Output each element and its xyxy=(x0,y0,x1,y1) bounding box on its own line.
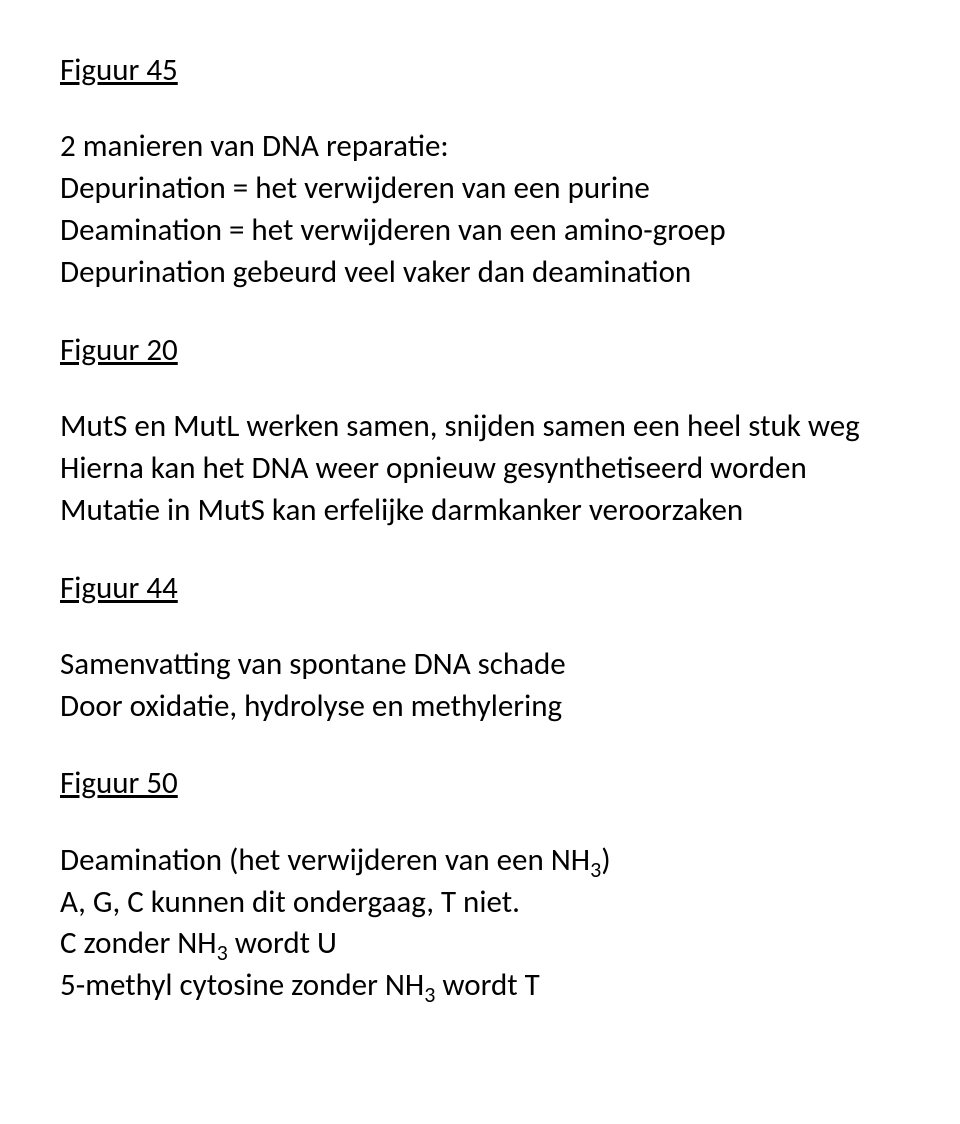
subscript: 3 xyxy=(217,940,228,967)
text-line: Deamination (het verwijderen van een NH3… xyxy=(60,841,611,879)
text-line: MutS en MutL werken samen, snijden samen… xyxy=(60,407,860,445)
text-line: Depurination = het verwijderen van een p… xyxy=(60,169,650,207)
text-run: A, G, C kunnen dit ondergaag, T niet. xyxy=(60,883,520,921)
text-line: Samenvatting van spontane DNA schade xyxy=(60,645,566,683)
document-body: Figuur 45 2 manieren van DNA reparatie: De… xyxy=(60,50,900,1007)
text-line: Depurination gebeurd veel vaker dan deam… xyxy=(60,253,691,291)
text-line: 2 manieren van DNA reparatie: xyxy=(60,127,449,165)
text-line: Hierna kan het DNA weer opnieuw gesynthe… xyxy=(60,449,807,487)
text-line: Deamination = het verwijderen van een am… xyxy=(60,211,726,249)
paragraph: Samenvatting van spontane DNA schade Door… xyxy=(60,644,900,728)
text-line: Door oxidatie, hydrolyse en methylering xyxy=(60,687,562,725)
text-line: 5-methyl cytosine zonder NH3 wordt T xyxy=(60,966,540,1004)
text-line: A, G, C kunnen dit ondergaag, T niet. xyxy=(60,883,520,921)
text-run: ) xyxy=(601,841,610,879)
text-run: C zonder NH xyxy=(60,924,217,962)
figure-heading: Figuur 50 xyxy=(60,763,900,803)
text-line: Mutatie in MutS kan erfelijke darmkanker… xyxy=(60,491,743,529)
subscript: 3 xyxy=(590,856,601,883)
figure-heading: Figuur 45 xyxy=(60,50,900,90)
paragraph: MutS en MutL werken samen, snijden samen… xyxy=(60,406,900,532)
subscript: 3 xyxy=(424,982,435,1009)
text-run: wordt U xyxy=(228,924,337,962)
figure-heading: Figuur 44 xyxy=(60,568,900,608)
text-run: wordt T xyxy=(435,966,539,1004)
paragraph: Deamination (het verwijderen van een NH3… xyxy=(60,840,900,1007)
text-line: C zonder NH3 wordt U xyxy=(60,924,337,962)
paragraph: 2 manieren van DNA reparatie: Depurinatio… xyxy=(60,126,900,293)
text-run: 5-methyl cytosine zonder NH xyxy=(60,966,424,1004)
figure-heading: Figuur 20 xyxy=(60,330,900,370)
text-run: Deamination (het verwijderen van een NH xyxy=(60,841,590,879)
